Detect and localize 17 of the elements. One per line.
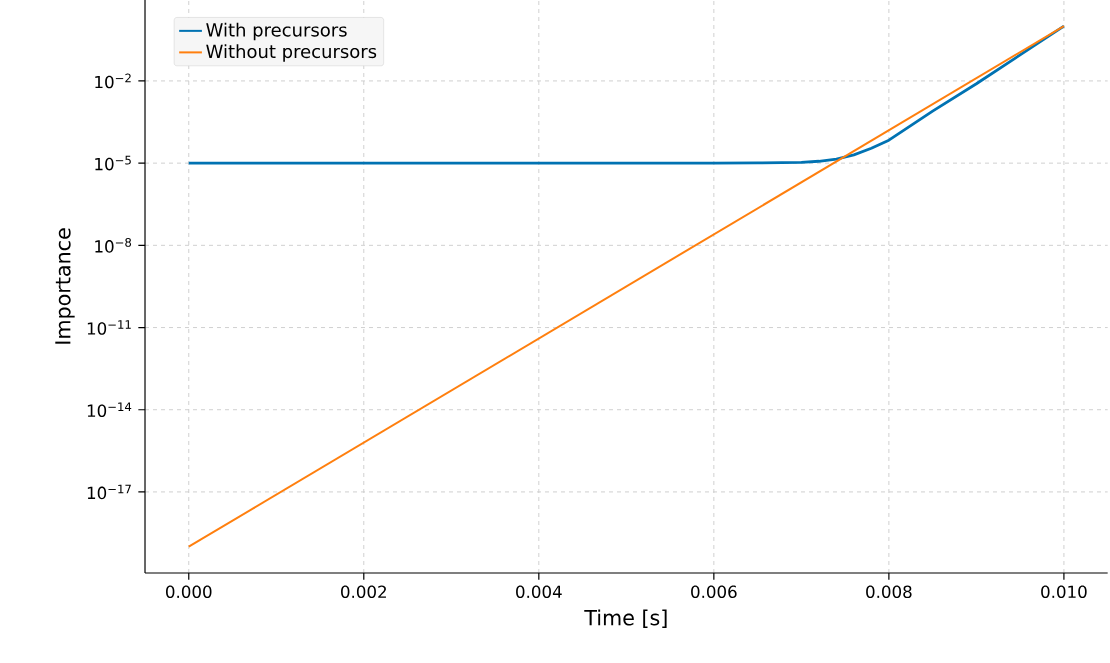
x-tick-label: 0.002 — [341, 585, 386, 599]
legend-label: Without precursors — [206, 44, 377, 62]
y-tick-label: 10$^{−14}$ — [87, 402, 132, 417]
legend-label: With precursors — [206, 22, 347, 41]
x-tick-label: 0.010 — [1041, 585, 1087, 599]
x-tick-label: 0.000 — [166, 585, 212, 599]
x-tick-label: 0.008 — [866, 585, 912, 599]
x-tick-label: 0.006 — [691, 585, 737, 599]
x-tick-label: 0.004 — [516, 585, 562, 599]
x-axis-title: Time [s] — [584, 609, 667, 628]
y-tick-label: 10$^{−11}$ — [87, 320, 131, 335]
y-tick-label: 10$^{−8}$ — [95, 237, 132, 253]
y-tick-label: 10$^{−2}$ — [95, 73, 131, 89]
line-series — [187, 24, 1066, 165]
y-tick-label: 10$^{−5}$ — [95, 155, 131, 171]
y-tick-label: 10$^{−17}$ — [87, 484, 131, 500]
y-axis-title: Importance — [55, 228, 75, 344]
